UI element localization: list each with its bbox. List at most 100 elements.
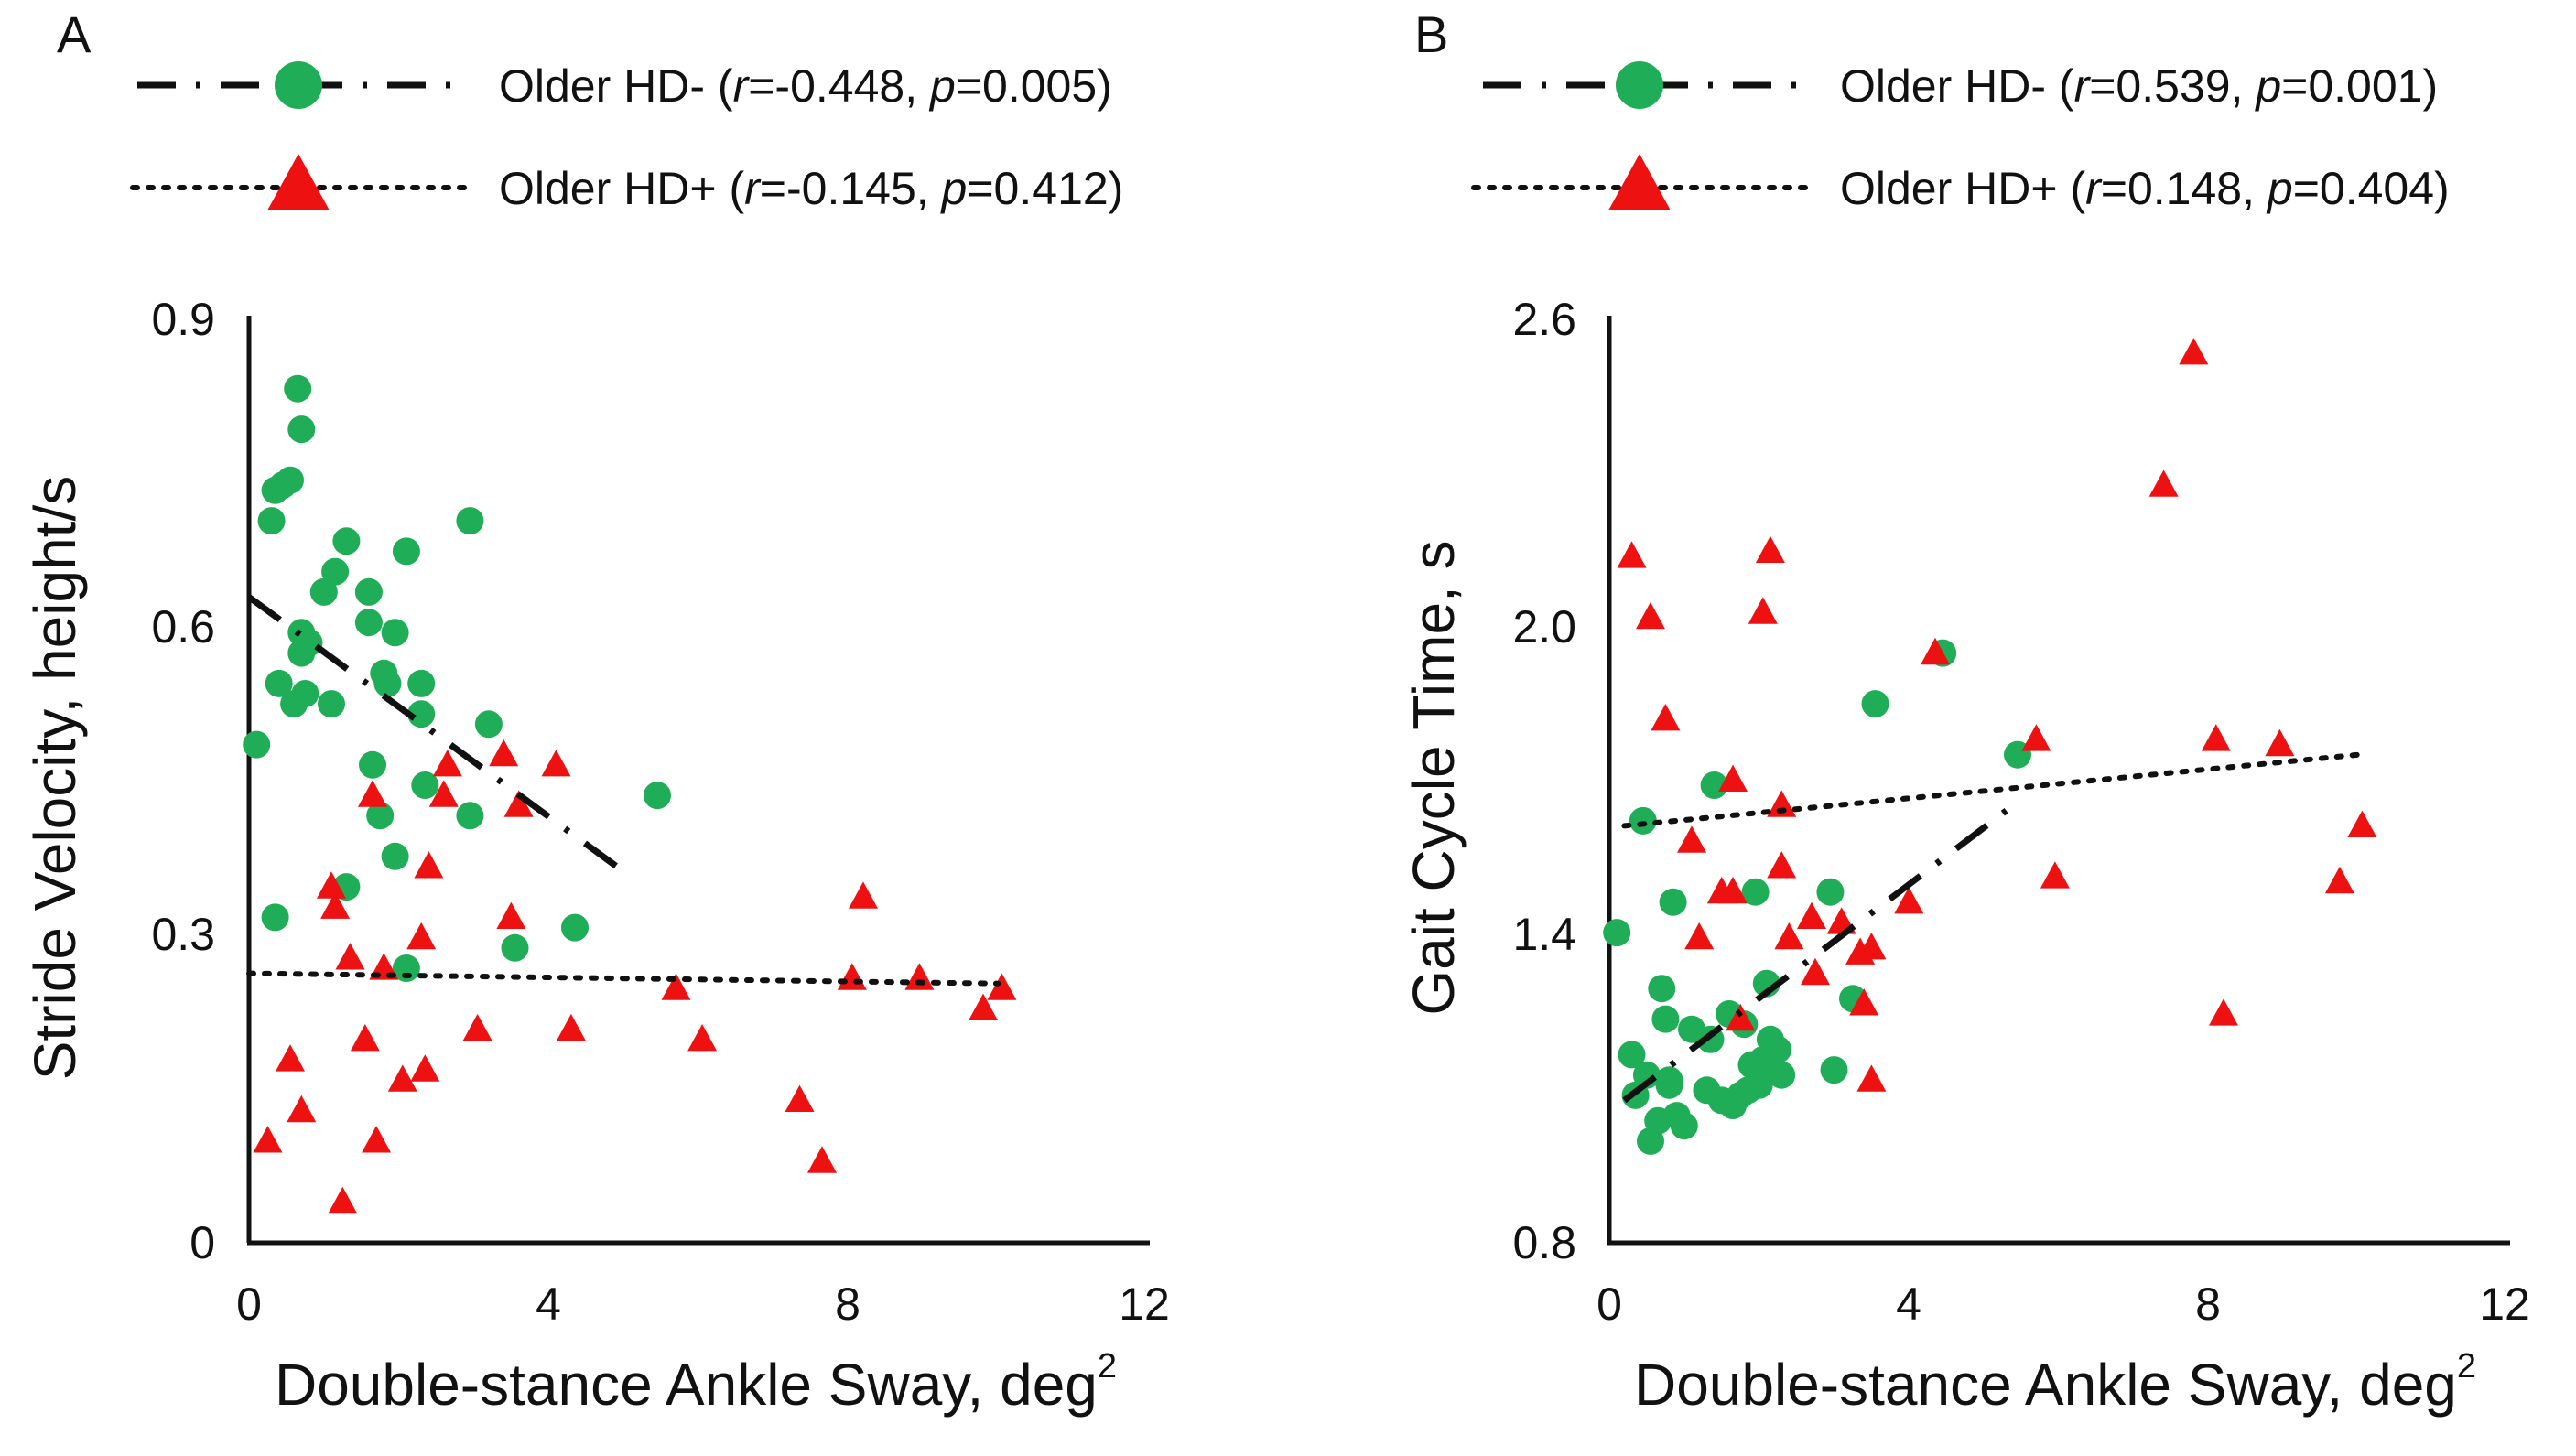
panel-a-point-hdneg xyxy=(265,669,293,697)
panel-a-point-hdneg xyxy=(261,903,289,932)
panel-a-point-hdneg xyxy=(474,710,503,739)
panel-a-point-hdpos xyxy=(428,780,459,807)
panel-a-letter: A xyxy=(57,5,92,63)
panel-b-point-hdpos xyxy=(1677,825,1706,853)
panel-b-xtick: 8 xyxy=(2195,1278,2221,1330)
panel-a-point-hdpos xyxy=(462,1013,492,1041)
legend-hdpos-marker xyxy=(1608,154,1671,210)
panel-a-point-hdneg xyxy=(257,507,286,535)
panel-b-ytick: 0.8 xyxy=(1512,1217,1576,1268)
panel-a-point-hdneg xyxy=(407,700,436,728)
panel-a-point-hdpos xyxy=(503,790,534,817)
panel-b-point-hdpos xyxy=(1726,1003,1756,1031)
panel-b-point-hdpos xyxy=(2148,469,2179,497)
panel-a-point-hdpos xyxy=(406,922,437,950)
panel-b-point-hdpos xyxy=(1748,597,1778,624)
panel-a-ytick: 0.9 xyxy=(151,294,215,345)
legend-hdneg-marker xyxy=(1616,61,1663,109)
panel-b-point-hdneg xyxy=(1768,1061,1796,1089)
panel-a-x-title: Double-stance Ankle Sway, deg2 xyxy=(275,1347,1117,1418)
panel-a-point-hdpos xyxy=(496,901,526,929)
panel-a-point-hdneg xyxy=(354,577,383,606)
panel-b-point-hdpos xyxy=(2209,998,2238,1026)
panel-a-point-hdneg xyxy=(381,619,409,647)
panel-b-ytick: 2.0 xyxy=(1512,601,1576,653)
panel-b-xtick: 12 xyxy=(2479,1278,2530,1330)
panel-b-xtick: 4 xyxy=(1896,1278,1921,1330)
panel-a-point-hdpos xyxy=(317,871,346,899)
panel-b-point-hdneg xyxy=(1659,888,1687,916)
panel-a-point-hdneg xyxy=(318,690,345,718)
legend-hdpos-marker xyxy=(267,154,330,210)
panel-a-point-hdneg xyxy=(456,802,484,830)
panel-a-point-hdneg xyxy=(366,802,395,830)
panel-a-point-hdneg xyxy=(373,669,402,697)
panel-a-point-hdpos xyxy=(661,973,691,1000)
panel-b-point-hdneg xyxy=(1700,771,1728,799)
panel-b-point-hdpos xyxy=(2021,724,2051,751)
panel-a-point-hdneg xyxy=(321,557,350,586)
panel-a-xtick: 8 xyxy=(835,1278,860,1330)
panel-a-point-hdpos xyxy=(541,750,571,777)
panel-a-point-hdneg xyxy=(332,527,361,555)
panel-a-point-hdpos xyxy=(350,1024,380,1052)
panel-b-point-hdneg xyxy=(1629,806,1657,835)
panel-a-point-hdneg xyxy=(407,669,436,697)
panel-a-point-hdneg xyxy=(392,537,420,566)
panel-b-point-hdneg xyxy=(1764,1035,1792,1063)
panel-a-ytick: 0.6 xyxy=(151,601,215,653)
panel-b-ytick: 2.6 xyxy=(1512,294,1576,345)
panel-b-point-hdneg xyxy=(1820,1056,1848,1084)
panel-b-point-hdpos xyxy=(2347,810,2377,837)
panel-b-point-hdneg xyxy=(1816,878,1845,906)
panel-b-point-hdpos xyxy=(1755,535,1785,563)
panel-a-point-hdpos xyxy=(358,780,387,807)
panel-a-point-hdneg xyxy=(392,954,420,982)
panel-b-x-title: Double-stance Ankle Sway, deg2 xyxy=(1634,1347,2476,1418)
panel-b-point-hdpos xyxy=(1684,922,1715,950)
panel-a-point-hdpos xyxy=(414,851,444,879)
panel-b-trendline-hdpos xyxy=(1621,751,2362,829)
panel-a-point-hdpos xyxy=(276,1044,305,1072)
panel-a-y-title: Stride Velocity, height/s xyxy=(22,476,88,1081)
panel-a-point-hdpos xyxy=(320,891,351,919)
panel-a-plot-area xyxy=(243,374,1017,1214)
panel-a-point-hdpos xyxy=(489,739,519,767)
panel-b-point-hdpos xyxy=(2179,338,2209,365)
panel-b-point-hdpos xyxy=(1718,764,1748,792)
panel-a-point-hdpos xyxy=(556,1013,586,1041)
legend-hdneg-label: Older HD- (r=-0.448, p=0.005) xyxy=(499,60,1112,112)
panel-b-point-hdpos xyxy=(1849,988,1879,1016)
panel-b-point-hdpos xyxy=(1894,887,1924,914)
legend-hdneg-label: Older HD- (r=0.539, p=0.001) xyxy=(1840,60,2438,112)
legend-hdneg-marker xyxy=(275,61,322,109)
panel-b-letter: B xyxy=(1414,5,1448,63)
panel-a-point-hdpos xyxy=(287,1095,317,1123)
panel-a-point-hdpos xyxy=(969,993,998,1020)
legend-hdpos-label: Older HD+ (r=0.148, p=0.404) xyxy=(1840,163,2450,214)
panel-b-point-hdpos xyxy=(1856,933,1887,960)
panel-a-point-hdpos xyxy=(904,963,935,990)
panel-a-point-hdpos xyxy=(387,1064,417,1092)
panel-a-point-hdpos xyxy=(335,943,365,970)
panel-b-point-hdneg xyxy=(1861,690,1889,718)
legend-hdpos-label: Older HD+ (r=-0.145, p=0.412) xyxy=(499,163,1123,214)
panel-a-point-hdneg xyxy=(411,771,439,799)
panel-b-point-hdpos xyxy=(1718,876,1748,904)
panel-b-point-hdpos xyxy=(1651,704,1681,731)
panel-b-point-hdpos xyxy=(1767,790,1797,817)
panel-a-point-hdneg xyxy=(501,933,529,962)
panel-a-point-hdpos xyxy=(785,1084,815,1112)
panel-a-point-hdneg xyxy=(644,782,671,810)
panel-a-legend: Older HD- (r=-0.448, p=0.005) Older HD+ … xyxy=(130,60,1123,214)
panel-b-point-hdpos xyxy=(1767,851,1797,879)
panel-a-point-hdneg xyxy=(309,577,338,606)
panel-a-point-hdneg xyxy=(561,913,589,942)
panel-b-point-hdpos xyxy=(1801,957,1830,986)
panel-b-point-hdpos xyxy=(1636,601,1665,630)
panel-a-point-hdpos xyxy=(432,750,462,777)
panel-a-point-hdpos xyxy=(849,881,878,909)
panel-b-legend: Older HD- (r=0.539, p=0.001) Older HD+ (… xyxy=(1471,60,2450,214)
panel-b-point-hdneg xyxy=(1670,1112,1698,1140)
